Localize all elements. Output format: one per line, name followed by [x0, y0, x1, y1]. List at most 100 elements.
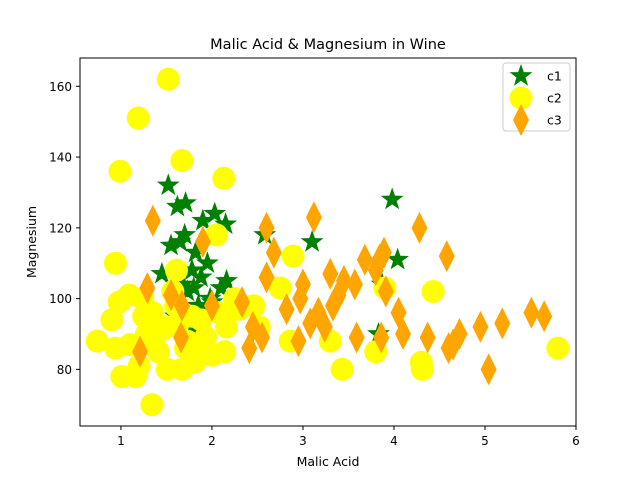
point-c3	[258, 211, 275, 244]
point-c1	[215, 268, 238, 291]
point-c3	[132, 335, 149, 368]
y-tick-label: 160	[49, 80, 72, 94]
point-c3	[173, 321, 190, 354]
y-axis-label: Magnesium	[24, 206, 39, 278]
point-c2	[132, 304, 156, 328]
point-c3	[322, 257, 339, 290]
point-c2	[103, 251, 127, 275]
point-c2	[164, 258, 188, 282]
point-c3	[265, 236, 282, 269]
point-c2	[268, 276, 292, 300]
point-c3	[367, 254, 384, 287]
legend-marker-c1	[509, 64, 533, 86]
plot-area-frame	[79, 57, 577, 427]
legend-label-c3: c3	[547, 113, 562, 128]
y-axis-ticks: 80 100 120 140 160	[49, 80, 80, 377]
point-c3	[356, 243, 373, 276]
point-c2	[140, 393, 164, 417]
point-c2	[108, 159, 132, 183]
point-c3	[173, 289, 190, 322]
point-c3	[395, 318, 412, 350]
x-tick-label: 1	[117, 434, 125, 448]
point-c1	[180, 258, 204, 281]
point-c2	[194, 326, 218, 350]
point-c1	[156, 173, 180, 196]
legend-label-c1: c1	[547, 69, 562, 84]
point-c1	[159, 233, 183, 256]
point-c3	[305, 201, 322, 234]
point-c1	[380, 187, 404, 210]
legend-label-c2: c2	[547, 91, 562, 106]
point-c2	[170, 149, 194, 173]
point-c3	[480, 353, 497, 386]
point-c1	[168, 230, 192, 252]
point-c3	[377, 275, 394, 308]
point-c1	[300, 230, 324, 252]
point-c3	[375, 236, 392, 269]
point-c3	[536, 300, 553, 333]
point-c3	[335, 264, 352, 297]
point-c1	[386, 247, 410, 270]
x-tick-label: 5	[481, 434, 489, 448]
point-c1	[196, 251, 219, 273]
point-c1	[165, 194, 189, 217]
point-c1	[189, 265, 213, 288]
point-c3	[258, 261, 275, 294]
point-c3	[373, 321, 390, 354]
point-c1	[150, 261, 174, 284]
point-c1	[173, 222, 197, 245]
point-c3	[494, 307, 511, 340]
data-points	[85, 67, 570, 417]
point-c3	[194, 226, 211, 258]
point-c2	[546, 336, 570, 360]
point-c2	[126, 106, 150, 130]
point-c3	[144, 204, 161, 237]
point-c3	[233, 286, 250, 319]
point-c1	[171, 272, 195, 295]
legend: c1 c2 c3	[502, 62, 571, 136]
x-tick-label: 3	[299, 434, 307, 448]
point-c3	[348, 321, 365, 354]
x-axis-label: Malic Acid	[297, 454, 360, 469]
point-c3	[411, 211, 428, 244]
point-c3	[203, 289, 220, 322]
point-c2	[213, 340, 237, 364]
point-c3	[139, 272, 156, 304]
point-c2	[212, 166, 236, 190]
x-tick-label: 6	[572, 434, 580, 448]
legend-marker-c2	[509, 86, 533, 110]
point-c1	[184, 240, 207, 263]
y-tick-label: 80	[57, 363, 72, 377]
point-c3	[523, 296, 540, 329]
point-c3	[163, 279, 180, 312]
y-tick-label: 100	[49, 292, 72, 306]
point-c3	[294, 268, 311, 301]
x-tick-label: 2	[208, 434, 216, 448]
point-c2	[281, 244, 305, 268]
x-tick-label: 4	[390, 434, 398, 448]
point-c3	[371, 243, 388, 276]
point-c3	[346, 268, 363, 301]
point-c2	[421, 280, 445, 304]
point-c1	[214, 212, 238, 235]
point-c2	[410, 357, 434, 381]
y-tick-label: 120	[49, 221, 72, 235]
point-c3	[290, 325, 307, 358]
point-c3	[316, 310, 333, 343]
point-c1	[191, 208, 215, 231]
point-c2	[156, 67, 180, 91]
point-c3	[438, 240, 455, 273]
point-c3	[419, 321, 436, 354]
point-c1	[186, 293, 210, 316]
point-c3	[278, 293, 295, 326]
point-c3	[445, 328, 462, 361]
point-c2	[205, 223, 229, 247]
point-c2	[85, 329, 109, 353]
y-tick-label: 140	[49, 151, 72, 165]
point-c3	[254, 321, 271, 354]
point-c3	[472, 310, 489, 343]
point-c2	[141, 329, 165, 353]
chart-title: Malic Acid & Magnesium in Wine	[210, 37, 446, 53]
point-c2	[100, 308, 124, 332]
